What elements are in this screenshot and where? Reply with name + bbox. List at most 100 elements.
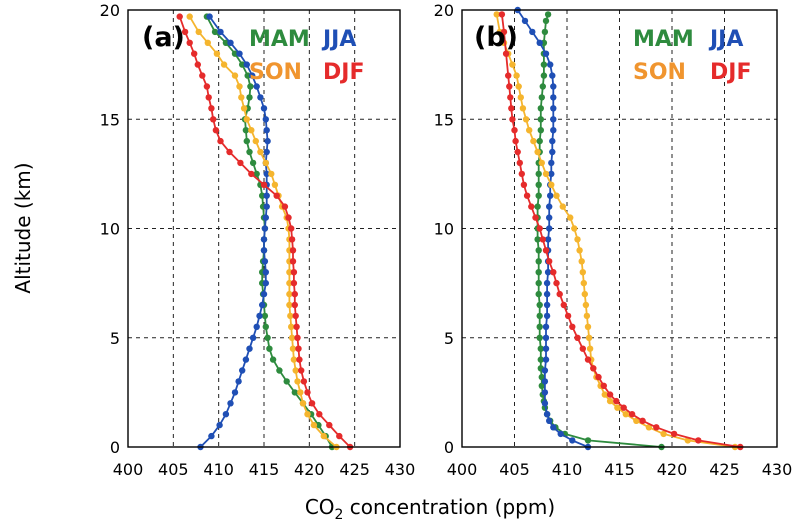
data-point-son [248,127,255,134]
data-point-djf [606,391,614,398]
data-point-mam [540,72,548,79]
data-point-son [271,181,279,188]
data-point-mam [542,17,550,25]
data-point-jja [261,225,269,232]
series-layer [176,13,354,451]
data-point-son [268,170,275,178]
data-point-son [580,279,587,287]
data-point-mam [249,159,257,167]
data-point-djf [550,269,557,276]
data-point-djf [514,148,521,156]
x-tick-label: 420 [657,460,688,479]
data-point-jja [550,105,557,112]
data-point-son [195,28,202,36]
data-point-mam [243,137,250,145]
data-point-son [213,50,221,57]
data-point-son [660,430,667,438]
series-line-son [188,16,338,448]
data-point-son [517,94,524,101]
data-point-djf [291,290,298,298]
data-point-mam [246,148,253,156]
data-point-djf [208,105,215,112]
data-point-jja [260,105,268,112]
data-point-djf [176,13,183,20]
data-point-djf [600,382,607,389]
data-point-mam [536,323,543,330]
data-point-jja [263,127,270,134]
data-point-son [294,378,301,385]
data-point-jja [550,116,557,123]
data-point-jja [227,400,234,407]
data-point-djf [595,373,602,381]
data-point-jja [260,247,268,254]
data-point-mam [269,356,277,363]
data-point-djf [574,334,581,341]
data-point-son [236,83,243,90]
data-point-son [286,279,293,287]
data-point-jja [546,225,553,232]
data-point-mam [261,312,269,320]
data-point-djf [212,127,220,134]
data-point-jja [263,203,270,210]
data-point-jja [542,334,550,341]
data-point-djf [296,356,303,363]
data-point-djf [248,170,255,178]
data-point-djf [292,312,299,320]
data-point-djf [294,334,301,341]
data-point-son [292,367,299,374]
data-point-jja [546,214,553,221]
y-tick-label: 10 [100,220,120,239]
data-point-djf [590,365,597,372]
data-point-jja [242,356,250,363]
data-point-jja [543,301,551,309]
data-point-mam [540,61,548,68]
data-point-son [204,39,211,46]
data-point-jja [521,17,529,25]
plot-frame [127,9,401,448]
data-point-son [633,417,640,424]
panel-a: 400 405 410 415 420 425 430 0 5 10 15 20 (a) MAM JJ… [11,1,415,479]
data-point-son [299,400,307,407]
data-point-son [231,72,239,79]
data-point-jja [243,61,250,68]
data-point-son [559,203,566,210]
data-point-jja [263,148,270,156]
data-point-djf [695,437,702,444]
data-point-mam [539,83,546,90]
data-point-son [286,290,293,298]
data-point-mam [537,356,544,363]
data-point-son [585,334,593,341]
data-point-son [542,170,550,178]
data-point-son [582,301,590,309]
data-point-son [581,290,588,298]
data-point-mam [536,312,543,320]
data-point-mam [538,94,545,101]
data-point-jja [549,137,556,145]
data-point-djf [564,312,572,320]
data-point-mam [253,170,260,178]
data-point-jja [257,94,264,101]
x-tick-label: 400 [113,460,144,479]
data-point-mam [535,258,542,265]
x-tick-label: 405 [158,460,189,479]
data-point-jja [262,269,269,276]
data-point-mam [246,94,253,101]
data-point-mam [231,50,239,57]
data-point-djf [281,203,289,210]
data-point-jja [246,345,253,352]
data-point-djf [316,411,323,418]
x-tick-label: 420 [294,460,325,479]
legend: MAM JJA SON DJF [249,27,364,85]
data-point-djf [203,83,211,90]
y-tick-label: 20 [100,1,120,20]
x-tick-label: 410 [552,460,583,479]
data-point-djf [536,225,543,232]
data-point-son [622,411,629,418]
data-point-jja [264,137,271,145]
data-point-jja [543,279,551,287]
data-point-son [538,159,545,167]
data-point-mam [535,181,542,188]
y-tick-label: 0 [444,438,454,457]
data-point-jja [549,72,556,79]
